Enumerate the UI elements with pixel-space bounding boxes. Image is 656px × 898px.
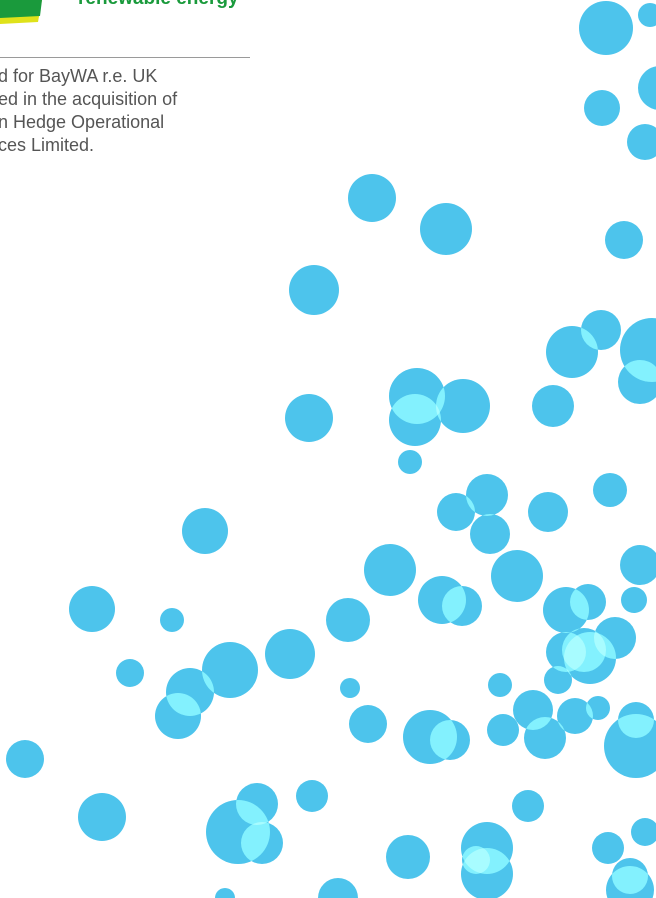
bubble (631, 818, 656, 846)
bubble (285, 394, 333, 442)
logo-green (0, 0, 42, 18)
bubble (289, 265, 339, 315)
divider (0, 57, 250, 58)
bubble (581, 310, 621, 350)
bubble (592, 832, 624, 864)
body-line: n Hedge Operational (0, 111, 177, 134)
body-line: ces Limited. (0, 134, 177, 157)
bubble (442, 586, 482, 626)
bubble (512, 790, 544, 822)
bubble (78, 793, 126, 841)
bubble (638, 66, 656, 110)
bubble (488, 673, 512, 697)
bubble (604, 714, 656, 778)
bubble (524, 717, 566, 759)
bubble (398, 450, 422, 474)
body-line: d for BayWA r.e. UK (0, 65, 177, 88)
bubble (326, 598, 370, 642)
bubble (241, 822, 283, 864)
bubble (348, 174, 396, 222)
bubble (215, 888, 235, 898)
bubble (69, 586, 115, 632)
bubble (532, 385, 574, 427)
bubble (6, 740, 44, 778)
logo-tagline: renewable energy (78, 0, 239, 10)
page: renewable energy d for BayWA r.e. UKed i… (0, 0, 656, 898)
bubble (544, 666, 572, 694)
bubble (487, 714, 519, 746)
bubble (579, 1, 633, 55)
bubble (491, 550, 543, 602)
bubble (470, 514, 510, 554)
bubble (437, 493, 475, 531)
bubble (386, 835, 430, 879)
bubble (318, 878, 358, 898)
bubble (160, 608, 184, 632)
bubble (296, 780, 328, 812)
bubble (349, 705, 387, 743)
bubble (461, 848, 513, 898)
bubble (627, 124, 656, 160)
bubble (570, 584, 606, 620)
bubble (420, 203, 472, 255)
bubble (584, 90, 620, 126)
bubble (620, 545, 656, 585)
bubble (593, 473, 627, 507)
bubble (389, 394, 441, 446)
bubble (116, 659, 144, 687)
bubble (638, 3, 656, 27)
bubble (265, 629, 315, 679)
bubble (436, 379, 490, 433)
bubble (155, 693, 201, 739)
bubble (430, 720, 470, 760)
bubble (528, 492, 568, 532)
bubble (182, 508, 228, 554)
bubble (618, 360, 656, 404)
bubble (621, 587, 647, 613)
bubble (364, 544, 416, 596)
bubble (340, 678, 360, 698)
bubble (564, 632, 616, 684)
bubble (605, 221, 643, 259)
body-line: ed in the acquisition of (0, 88, 177, 111)
